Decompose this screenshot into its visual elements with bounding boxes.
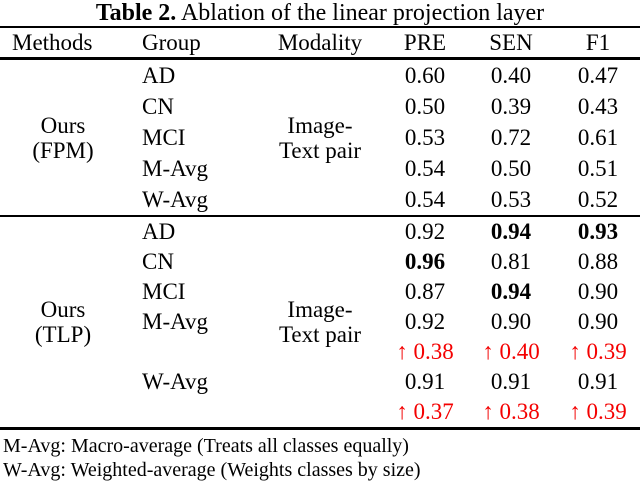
table-footnotes: M-Avg: Macro-average (Treats all classes… [0, 430, 640, 482]
rule-mid [0, 215, 640, 217]
metric-value-cell: 0.50 [404, 93, 446, 119]
metric-value-cell: 0.47 [577, 62, 619, 88]
metric-value-cell: 0.81 [490, 249, 532, 274]
metric-value-cell: 0.94 [490, 219, 532, 244]
improvement-value-cell: ↑ 0.37 [396, 399, 454, 424]
methods-cell-fpm: Ours (FPM) [0, 113, 126, 163]
metric-value-cell: 0.91 [490, 369, 532, 394]
group-cell: CN [142, 93, 174, 119]
methods-cell-tlp: Ours (TLP) [0, 297, 126, 347]
metric-value-cell: 0.92 [404, 219, 446, 244]
rule-bottom [0, 427, 640, 430]
metric-value-cell: 0.43 [577, 93, 619, 119]
col-header-modality: Modality [277, 29, 363, 55]
modality-line: Image- [287, 112, 353, 138]
group-cell: CN [142, 249, 174, 274]
table-caption-title: Ablation of the linear projection layer [176, 0, 545, 26]
rule-header [0, 57, 640, 60]
metric-value-cell: 0.93 [577, 219, 619, 244]
col-header-group: Group [142, 29, 201, 55]
footnote-w-avg: W-Avg: Weighted-average (Weights classes… [3, 459, 421, 481]
group-cell: W-Avg [142, 369, 209, 394]
improvement-value-cell: ↑ 0.40 [482, 339, 540, 364]
table-header-row: Methods Group Modality PRE SEN F1 [0, 28, 640, 57]
metric-value-cell: 0.94 [490, 279, 532, 304]
col-header-pre: PRE [403, 29, 447, 55]
modality-line: Text pair [278, 137, 362, 163]
metric-value-cell: 0.40 [490, 62, 532, 88]
improvement-value-cell: ↑ 0.39 [569, 399, 627, 424]
metric-value-cell: 0.87 [404, 279, 446, 304]
improvement-value-cell: ↑ 0.39 [569, 339, 627, 364]
table-block-tlp: Ours (TLP) Image- Text pair AD 0.92 0.94 0.… [0, 217, 640, 427]
improvement-value-cell: ↑ 0.38 [482, 399, 540, 424]
table-caption: Table 2. Ablation of the linear projecti… [0, 0, 640, 26]
metric-value-cell: 0.90 [577, 279, 619, 304]
methods-line: (FPM) [32, 137, 94, 163]
metric-value-cell: 0.90 [490, 309, 532, 334]
metric-value-cell: 0.53 [490, 186, 532, 212]
metric-value-cell: 0.92 [404, 309, 446, 334]
metric-value-cell: 0.96 [404, 249, 446, 274]
metric-value-cell: 0.50 [490, 155, 532, 181]
modality-cell-fpm: Image- Text pair [256, 113, 384, 163]
metric-value-cell: 0.39 [490, 93, 532, 119]
group-cell: M-Avg [142, 309, 209, 334]
col-header-f1: F1 [585, 29, 611, 55]
methods-line: Ours [40, 112, 86, 138]
metric-value-cell: 0.53 [404, 124, 446, 150]
metric-value-cell: 0.90 [577, 309, 619, 334]
modality-cell-tlp: Image- Text pair [256, 297, 384, 347]
rule-top [0, 26, 640, 28]
metric-value-cell: 0.61 [577, 124, 619, 150]
metric-value-cell: 0.51 [577, 155, 619, 181]
metric-value-cell: 0.91 [404, 369, 446, 394]
group-cell: MCI [142, 124, 186, 150]
group-cell: AD [142, 219, 176, 244]
footnote-m-avg: M-Avg: Macro-average (Treats all classes… [3, 435, 409, 457]
metric-value-cell: 0.91 [577, 369, 619, 394]
col-header-methods: Methods [12, 29, 93, 55]
metric-value-cell: 0.54 [404, 186, 446, 212]
modality-line: Image- [287, 297, 353, 322]
metric-value-cell: 0.54 [404, 155, 446, 181]
methods-line: (TLP) [34, 322, 92, 347]
group-cell: AD [142, 62, 176, 88]
table-caption-number: Table 2. [95, 0, 177, 26]
modality-line: Text pair [278, 322, 362, 347]
metric-value-cell: 0.60 [404, 62, 446, 88]
col-header-sen: SEN [489, 29, 533, 55]
improvement-value-cell: ↑ 0.38 [396, 339, 454, 364]
table-block-fpm: Ours (FPM) Image- Text pair AD 0.60 0.40 0.… [0, 60, 640, 215]
group-cell: M-Avg [142, 155, 209, 181]
metric-value-cell: 0.88 [577, 249, 619, 274]
metric-value-cell: 0.72 [490, 124, 532, 150]
group-cell: MCI [142, 279, 186, 304]
methods-line: Ours [40, 297, 86, 322]
group-cell: W-Avg [142, 186, 209, 212]
metric-value-cell: 0.52 [577, 186, 619, 212]
